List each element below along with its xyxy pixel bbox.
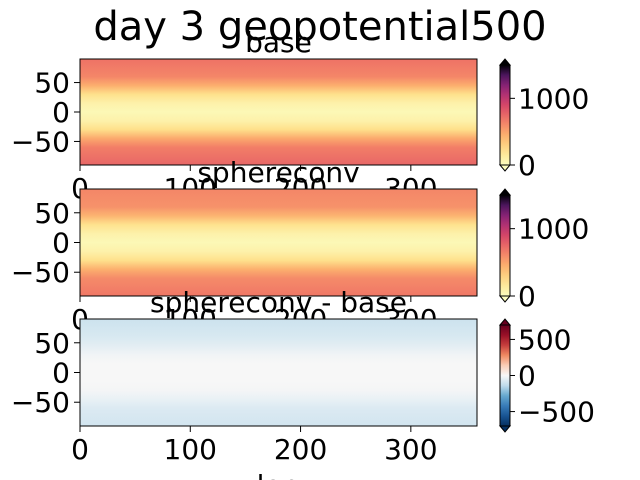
colorbar-gradient (499, 64, 511, 166)
y-tick-label: −50 (11, 386, 70, 419)
colorbar-extend-max (498, 318, 512, 326)
y-tick-label: 50 (34, 67, 70, 100)
x-axis-label: lon (257, 469, 300, 480)
colorbar-tick-label: 0 (518, 149, 536, 182)
y-tick-label: 0 (52, 357, 70, 390)
colorbar: 1000 0 (498, 58, 589, 182)
colorbar-tick-label: 0 (518, 280, 536, 313)
colorbar-tick-label: −500 (518, 396, 595, 429)
colorbar-extend-min (498, 425, 512, 433)
colorbar-tick-label: 0 (518, 360, 536, 393)
colorbar-extend-max (498, 58, 512, 66)
colorbar: 1000 0 (498, 188, 589, 313)
y-tick-label: 0 (52, 96, 70, 129)
colorbar-gradient (499, 324, 511, 427)
x-tick-label: 300 (384, 433, 437, 466)
colorbar-tick-label: 1000 (518, 213, 589, 246)
colorbar-extend-min (498, 295, 512, 303)
colorbar-extend-max (498, 188, 512, 196)
colorbar: 500 0−500 (498, 318, 595, 433)
y-tick-label: 0 (52, 227, 70, 260)
colorbar-tick-label: 500 (518, 323, 571, 356)
colorbar-gradient (499, 194, 511, 297)
panels: 0100200300500−50base100000100200300500−5… (11, 26, 595, 466)
y-tick-label: −50 (11, 125, 70, 158)
colorbar-tick-label: 1000 (518, 82, 589, 115)
y-tick-label: −50 (11, 256, 70, 289)
panel-title: sphereconv (197, 156, 359, 189)
heatmap-field (80, 59, 477, 165)
x-tick-label: 200 (274, 433, 327, 466)
panel-title: sphereconv - base (150, 286, 407, 319)
y-tick-label: 50 (34, 197, 70, 230)
colorbar-extend-min (498, 164, 512, 172)
heatmap-field (80, 319, 477, 426)
x-tick-label: 0 (71, 433, 89, 466)
panel-title: base (245, 26, 312, 59)
x-tick-label: 100 (164, 433, 217, 466)
figure-title: day 3 geopotential500 (93, 4, 546, 50)
y-tick-label: 50 (34, 327, 70, 360)
heatmap-field (80, 189, 477, 296)
